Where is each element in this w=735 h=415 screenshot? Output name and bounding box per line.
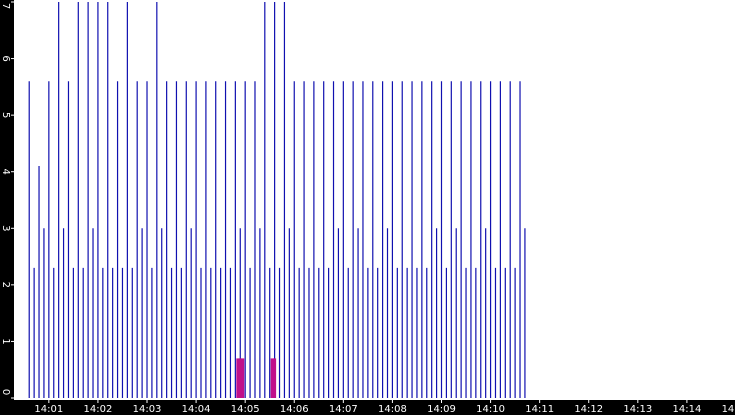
x-tick-label: 14:08	[378, 404, 407, 415]
x-tick-label: 14:09	[427, 404, 456, 415]
x-tick-label: 14:15	[722, 404, 735, 415]
x-tick-label: 14:13	[623, 404, 652, 415]
y-tick-label: 1	[0, 338, 11, 344]
y-tick-label: 5	[0, 112, 11, 118]
x-tick-label: 14:14	[672, 404, 701, 415]
y-tick-label: 0	[0, 389, 11, 395]
x-tick-label: 14:06	[280, 404, 309, 415]
x-axis-band	[0, 400, 735, 415]
x-tick-label: 14:11	[525, 404, 554, 415]
x-tick-label: 14:03	[133, 404, 162, 415]
x-tick-label: 14:07	[329, 404, 358, 415]
x-tick-label: 14:10	[476, 404, 505, 415]
x-tick-label: 14:04	[182, 404, 211, 415]
x-tick-label: 14:01	[34, 404, 63, 415]
x-tick-label: 14:02	[84, 404, 113, 415]
x-tick-label: 14:05	[231, 404, 260, 415]
y-tick-label: 2	[0, 282, 11, 288]
y-tick-label: 7	[0, 3, 11, 9]
y-tick-label: 3	[0, 225, 11, 231]
x-tick-label: 14:12	[574, 404, 603, 415]
y-tick-label: 4	[0, 169, 11, 175]
y-axis-band	[0, 0, 14, 415]
y-tick-label: 6	[0, 55, 11, 61]
